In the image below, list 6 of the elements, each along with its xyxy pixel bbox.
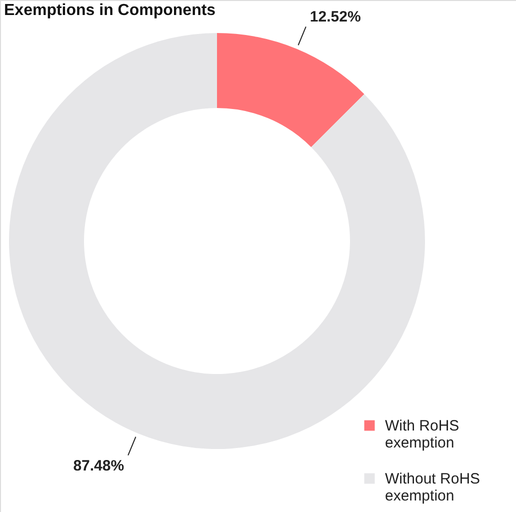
data-label: 87.48% (73, 457, 124, 474)
donut-slice (217, 33, 364, 148)
legend-label: With RoHS exemption (385, 418, 460, 452)
data-label: 12.52% (310, 8, 361, 26)
chart-title: Exemptions in Components (4, 2, 216, 19)
legend-label: Without RoHS exemption (385, 470, 480, 504)
